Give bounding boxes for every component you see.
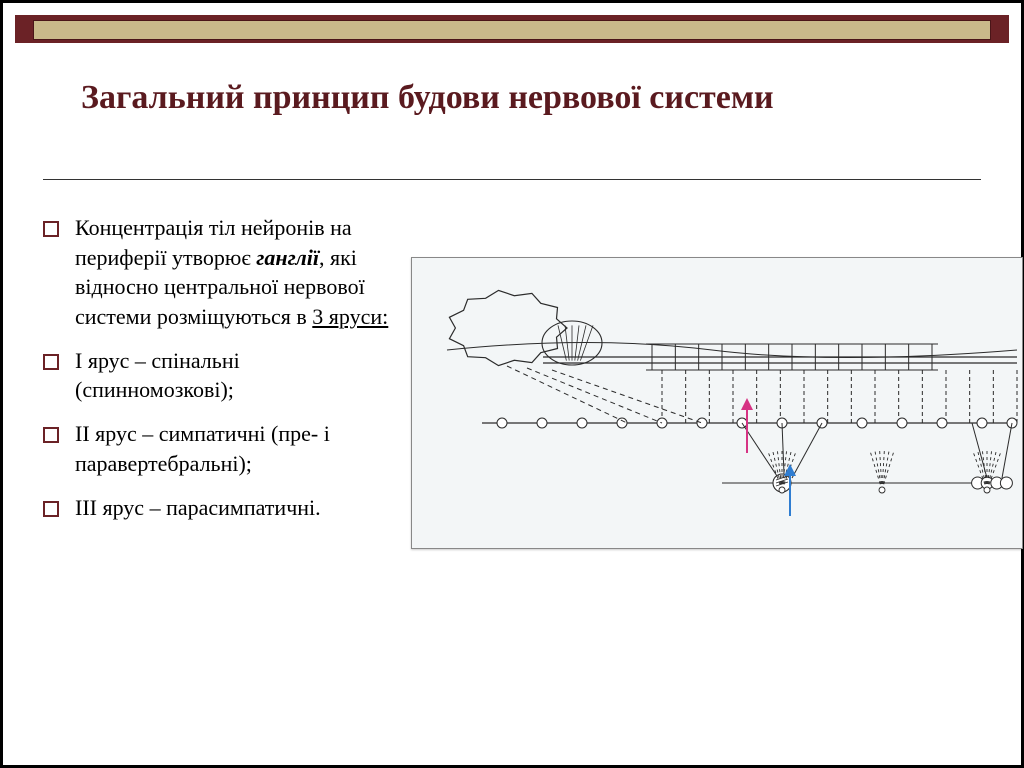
bullet-text: ІІ ярус – симпатичні (пре- і паравертебр… bbox=[75, 419, 403, 478]
bullet-marker-icon bbox=[43, 354, 59, 370]
text-underline: 3 яруси: bbox=[312, 304, 388, 329]
nervous-system-diagram bbox=[411, 257, 1023, 549]
bullet-marker-icon bbox=[43, 501, 59, 517]
title-underline bbox=[43, 179, 981, 180]
bullet-marker-icon bbox=[43, 427, 59, 443]
slide-title: Загальний принцип будови нервової систем… bbox=[81, 77, 961, 120]
list-item: ІІ ярус – симпатичні (пре- і паравертебр… bbox=[43, 419, 403, 478]
list-item: ІІІ ярус – парасимпатичні. bbox=[43, 493, 403, 523]
bullet-list: Концентрація тіл нейронів на периферії у… bbox=[43, 213, 403, 536]
bullet-text: ІІІ ярус – парасимпатичні. bbox=[75, 493, 403, 523]
slide: Загальний принцип будови нервової систем… bbox=[0, 0, 1024, 768]
bullet-text: І ярус – спінальні (спинномозкові); bbox=[75, 346, 403, 405]
list-item: Концентрація тіл нейронів на периферії у… bbox=[43, 213, 403, 332]
text-emphasis: ганглії bbox=[256, 245, 319, 270]
list-item: І ярус – спінальні (спинномозкові); bbox=[43, 346, 403, 405]
bullet-text: Концентрація тіл нейронів на периферії у… bbox=[75, 213, 403, 332]
bullet-marker-icon bbox=[43, 221, 59, 237]
decor-bar-inner bbox=[33, 20, 991, 40]
